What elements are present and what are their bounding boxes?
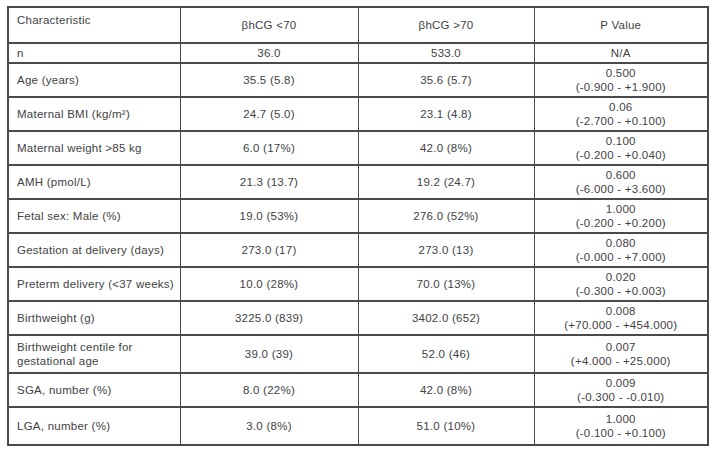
- characteristic-label: Birthweight centile for gestational age: [8, 335, 180, 373]
- characteristic-label: Age (years): [8, 63, 180, 97]
- cell-bhcg-high: 276.0 (52%): [358, 199, 534, 233]
- column-header-bhcg-high: βhCG >70: [358, 7, 534, 43]
- cell-p-value: 1.000(-0.200 - +0.200): [534, 199, 708, 233]
- table-row: Birthweight centile for gestational age3…: [8, 335, 708, 373]
- table-row: Maternal weight >85 kg6.0 (17%)42.0 (8%)…: [8, 131, 708, 165]
- p-value: 1.000: [541, 412, 702, 426]
- p-value: 0.020: [541, 270, 702, 284]
- cell-bhcg-high: 3402.0 (652): [358, 301, 534, 335]
- confidence-interval: (-0.900 - +1.900): [541, 80, 702, 94]
- confidence-interval: (-0.200 - +0.200): [541, 216, 702, 230]
- table-row: Gestation at delivery (days)273.0 (17)27…: [8, 233, 708, 267]
- confidence-interval: (-0.100 - +0.100): [541, 426, 702, 440]
- cell-p-value: 0.600(-6.000 - +3.600): [534, 165, 708, 199]
- p-value: N/A: [541, 46, 702, 60]
- cell-p-value: 0.100(-0.200 - +0.040): [534, 131, 708, 165]
- p-value: 0.500: [541, 66, 702, 80]
- confidence-interval: (-0.200 - +0.040): [541, 148, 702, 162]
- column-header-bhcg-low: βhCG <70: [180, 7, 358, 43]
- table-row: SGA, number (%)8.0 (22%)42.0 (8%)0.009(-…: [8, 373, 708, 407]
- table-row: Preterm delivery (<37 weeks)10.0 (28%)70…: [8, 267, 708, 301]
- cell-bhcg-low: 24.7 (5.0): [180, 97, 358, 131]
- cell-bhcg-high: 70.0 (13%): [358, 267, 534, 301]
- table-row: Fetal sex: Male (%)19.0 (53%)276.0 (52%)…: [8, 199, 708, 233]
- confidence-interval: (-0.300 - -0.010): [541, 390, 702, 404]
- cell-p-value: N/A: [534, 43, 708, 63]
- cell-p-value: 0.009(-0.300 - -0.010): [534, 373, 708, 407]
- characteristic-label: Maternal BMI (kg/m²): [8, 97, 180, 131]
- p-value: 1.000: [541, 202, 702, 216]
- cell-bhcg-high: 19.2 (24.7): [358, 165, 534, 199]
- characteristic-label: Birthweight (g): [8, 301, 180, 335]
- table-header: Characteristic βhCG <70 βhCG >70 P Value: [8, 7, 708, 43]
- p-value: 0.06: [541, 100, 702, 114]
- cell-bhcg-high: 533.0: [358, 43, 534, 63]
- cell-p-value: 0.020(-0.300 - +0.003): [534, 267, 708, 301]
- characteristic-label: LGA, number (%): [8, 407, 180, 445]
- cell-p-value: 0.007(+4.000 - +25.000): [534, 335, 708, 373]
- column-header-p-value: P Value: [534, 7, 708, 43]
- cell-p-value: 0.008(+70.000 - +454.000): [534, 301, 708, 335]
- cell-bhcg-high: 23.1 (4.8): [358, 97, 534, 131]
- confidence-interval: (+70.000 - +454.000): [541, 318, 702, 332]
- characteristic-label: SGA, number (%): [8, 373, 180, 407]
- cell-bhcg-low: 21.3 (13.7): [180, 165, 358, 199]
- cell-bhcg-high: 273.0 (13): [358, 233, 534, 267]
- confidence-interval: (-2.700 - +0.100): [541, 114, 702, 128]
- cell-bhcg-high: 51.0 (10%): [358, 407, 534, 445]
- table-row: Age (years)35.5 (5.8)35.6 (5.7)0.500(-0.…: [8, 63, 708, 97]
- cell-p-value: 0.06(-2.700 - +0.100): [534, 97, 708, 131]
- confidence-interval: (-6.000 - +3.600): [541, 182, 702, 196]
- cell-bhcg-high: 42.0 (8%): [358, 373, 534, 407]
- characteristic-label: Gestation at delivery (days): [8, 233, 180, 267]
- bhcg-comparison-table: Characteristic βhCG <70 βhCG >70 P Value…: [7, 6, 709, 446]
- table-body: n36.0533.0 N/A Age (years)35.5 (5.8)35.6 (…: [8, 43, 708, 445]
- cell-bhcg-high: 42.0 (8%): [358, 131, 534, 165]
- paper-table-page: Characteristic βhCG <70 βhCG >70 P Value…: [0, 0, 715, 452]
- p-value: 0.100: [541, 134, 702, 148]
- cell-bhcg-low: 35.5 (5.8): [180, 63, 358, 97]
- characteristic-label: Maternal weight >85 kg: [8, 131, 180, 165]
- cell-bhcg-low: 6.0 (17%): [180, 131, 358, 165]
- header-row: Characteristic βhCG <70 βhCG >70 P Value: [8, 7, 708, 43]
- cell-p-value: 0.080(-0.000 - +7.000): [534, 233, 708, 267]
- cell-bhcg-high: 52.0 (46): [358, 335, 534, 373]
- confidence-interval: (-0.300 - +0.003): [541, 284, 702, 298]
- p-value: 0.080: [541, 236, 702, 250]
- table-row: Birthweight (g)3225.0 (839)3402.0 (652)0…: [8, 301, 708, 335]
- characteristic-label: Preterm delivery (<37 weeks): [8, 267, 180, 301]
- table-row: LGA, number (%)3.0 (8%)51.0 (10%)1.000(-…: [8, 407, 708, 445]
- cell-p-value: 0.500(-0.900 - +1.900): [534, 63, 708, 97]
- p-value: 0.009: [541, 376, 702, 390]
- cell-bhcg-low: 3.0 (8%): [180, 407, 358, 445]
- characteristic-label: Fetal sex: Male (%): [8, 199, 180, 233]
- table-row: Maternal BMI (kg/m²)24.7 (5.0)23.1 (4.8)…: [8, 97, 708, 131]
- p-value: 0.600: [541, 168, 702, 182]
- p-value: 0.007: [541, 340, 702, 354]
- cell-bhcg-low: 8.0 (22%): [180, 373, 358, 407]
- column-header-characteristic: Characteristic: [8, 7, 180, 43]
- cell-p-value: 1.000(-0.100 - +0.100): [534, 407, 708, 445]
- table-row: AMH (pmol/L)21.3 (13.7)19.2 (24.7)0.600(…: [8, 165, 708, 199]
- confidence-interval: (-0.000 - +7.000): [541, 250, 702, 264]
- cell-bhcg-low: 273.0 (17): [180, 233, 358, 267]
- cell-bhcg-high: 35.6 (5.7): [358, 63, 534, 97]
- cell-bhcg-low: 19.0 (53%): [180, 199, 358, 233]
- confidence-interval: (+4.000 - +25.000): [541, 354, 702, 368]
- cell-bhcg-low: 39.0 (39): [180, 335, 358, 373]
- characteristic-label: AMH (pmol/L): [8, 165, 180, 199]
- cell-bhcg-low: 3225.0 (839): [180, 301, 358, 335]
- characteristic-label: n: [8, 43, 180, 63]
- cell-bhcg-low: 36.0: [180, 43, 358, 63]
- p-value: 0.008: [541, 304, 702, 318]
- table-row: n36.0533.0 N/A: [8, 43, 708, 63]
- cell-bhcg-low: 10.0 (28%): [180, 267, 358, 301]
